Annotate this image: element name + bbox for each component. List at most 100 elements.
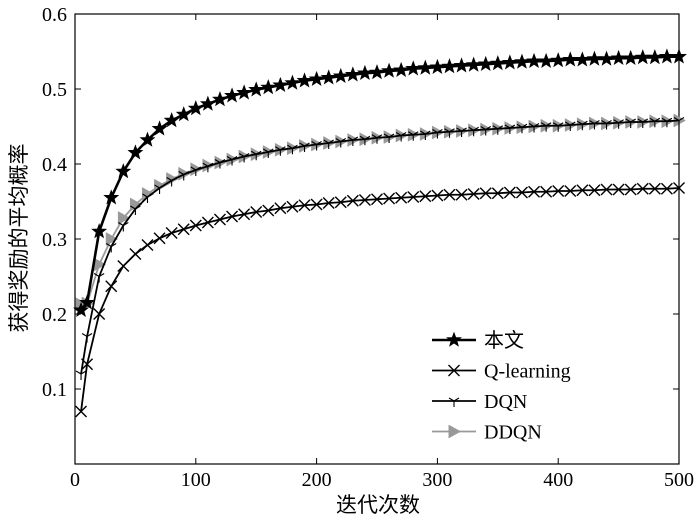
data-point bbox=[562, 51, 579, 67]
data-point bbox=[213, 213, 226, 226]
data-point bbox=[189, 219, 202, 232]
data-point bbox=[175, 106, 192, 122]
data-point bbox=[634, 49, 651, 65]
data-point bbox=[299, 142, 310, 152]
data-point bbox=[443, 188, 456, 201]
data-point bbox=[250, 150, 262, 161]
data-point bbox=[199, 95, 216, 111]
data-point bbox=[661, 117, 673, 128]
data-point bbox=[177, 223, 190, 236]
data-point bbox=[214, 159, 226, 169]
data-point bbox=[346, 194, 359, 207]
data-point bbox=[431, 189, 444, 202]
data-point bbox=[165, 227, 178, 239]
data-point bbox=[236, 84, 253, 100]
data-point bbox=[405, 60, 422, 76]
data-point bbox=[187, 100, 204, 116]
data-point bbox=[79, 294, 96, 310]
data-point bbox=[274, 202, 287, 215]
data-point bbox=[480, 126, 492, 136]
data-point bbox=[81, 358, 94, 371]
y-tick-label: 0.2 bbox=[42, 304, 67, 326]
legend-marker bbox=[448, 397, 460, 407]
legend-label: DDQN bbox=[484, 422, 542, 444]
data-point bbox=[540, 185, 553, 198]
data-point bbox=[600, 183, 613, 196]
data-point bbox=[117, 260, 130, 272]
data-point bbox=[564, 185, 577, 197]
data-point bbox=[516, 123, 528, 134]
data-point bbox=[586, 50, 603, 66]
y-tick-label: 0.6 bbox=[42, 4, 67, 26]
data-point bbox=[479, 187, 492, 200]
legend-marker bbox=[446, 331, 462, 347]
data-point bbox=[260, 79, 277, 95]
data-point bbox=[153, 232, 166, 245]
data-point bbox=[163, 112, 180, 128]
y-tick-label: 0.4 bbox=[42, 154, 67, 176]
data-point bbox=[636, 182, 649, 195]
series-line bbox=[80, 119, 680, 375]
data-point bbox=[383, 133, 395, 143]
data-point bbox=[356, 64, 373, 81]
data-point bbox=[673, 117, 685, 127]
data-point bbox=[310, 198, 323, 211]
data-point bbox=[320, 69, 337, 85]
data-point bbox=[344, 66, 361, 82]
x-tick-label: 500 bbox=[664, 469, 694, 491]
data-point bbox=[528, 185, 541, 198]
y-axis-label: 获得奖励的平均概率 bbox=[7, 144, 31, 333]
data-point bbox=[75, 370, 87, 380]
data-point bbox=[393, 61, 410, 78]
data-point bbox=[419, 190, 432, 203]
legend-entry: Q-learning bbox=[432, 361, 571, 383]
y-tick-label: 0.1 bbox=[42, 379, 67, 401]
data-point bbox=[610, 49, 627, 66]
data-point bbox=[660, 182, 673, 195]
data-point bbox=[91, 223, 108, 239]
data-point bbox=[286, 200, 299, 213]
data-point bbox=[477, 55, 494, 72]
data-point bbox=[358, 194, 371, 206]
data-point bbox=[93, 273, 105, 283]
legend-entry: DDQN bbox=[432, 422, 542, 444]
data-point bbox=[238, 153, 250, 163]
x-tick-label: 0 bbox=[70, 469, 80, 491]
data-point bbox=[93, 308, 106, 320]
data-point bbox=[296, 72, 313, 88]
data-point bbox=[115, 163, 132, 179]
data-point bbox=[127, 144, 144, 160]
data-point bbox=[671, 48, 687, 64]
data-point bbox=[649, 117, 661, 128]
series-DDQN bbox=[75, 113, 687, 312]
data-point bbox=[526, 52, 542, 69]
data-point bbox=[151, 120, 168, 136]
series-Q-learning bbox=[75, 182, 685, 418]
data-point bbox=[489, 55, 506, 71]
data-point bbox=[202, 162, 214, 173]
data-point bbox=[212, 91, 228, 107]
legend-label: DQN bbox=[484, 391, 527, 413]
data-point bbox=[226, 210, 239, 223]
data-point bbox=[444, 128, 455, 138]
x-tick-label: 400 bbox=[543, 469, 573, 491]
series-line bbox=[80, 187, 680, 412]
data-point bbox=[335, 138, 347, 148]
y-tick-label: 0.3 bbox=[42, 229, 67, 251]
data-point bbox=[284, 74, 301, 90]
data-point bbox=[538, 52, 555, 69]
data-point bbox=[308, 70, 325, 87]
data-point bbox=[429, 58, 446, 75]
data-point bbox=[262, 148, 274, 158]
data-point bbox=[658, 48, 675, 64]
data-point bbox=[332, 67, 349, 84]
x-tick-label: 100 bbox=[181, 469, 211, 491]
data-point bbox=[673, 182, 685, 194]
data-point bbox=[139, 131, 156, 147]
data-point bbox=[515, 186, 528, 199]
data-point bbox=[564, 121, 576, 131]
data-point bbox=[369, 64, 385, 80]
legend-entry: DQN bbox=[432, 391, 527, 413]
data-point bbox=[117, 211, 131, 225]
